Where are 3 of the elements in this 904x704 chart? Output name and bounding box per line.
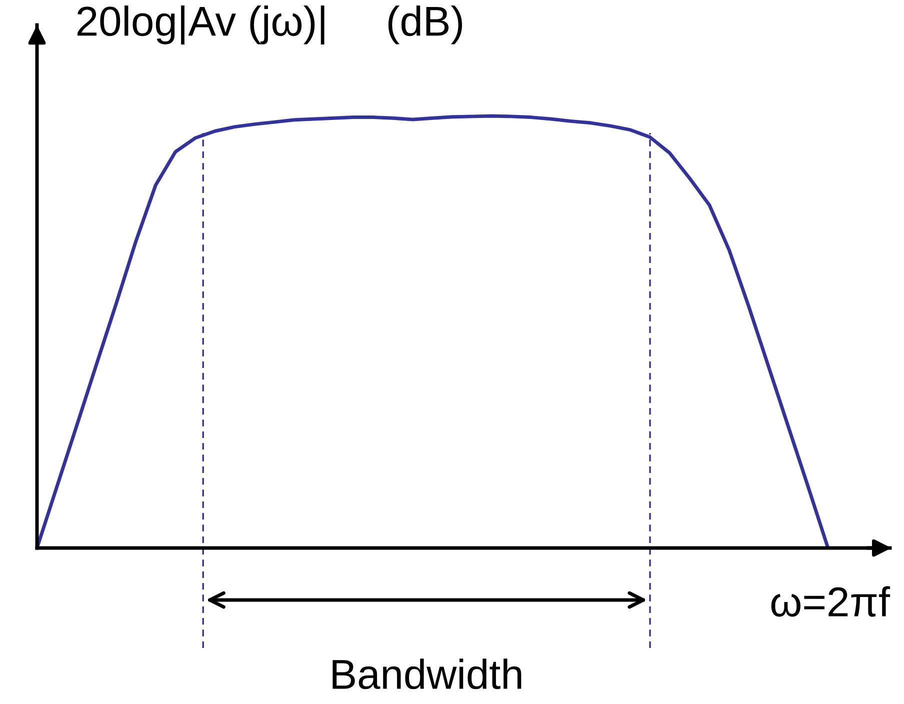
x-axis-title: ω=2πf	[771, 586, 890, 617]
y-axis-title: 20log|Av (jω)| (dB)	[77, 5, 462, 45]
text: Bandwidth	[332, 658, 522, 690]
